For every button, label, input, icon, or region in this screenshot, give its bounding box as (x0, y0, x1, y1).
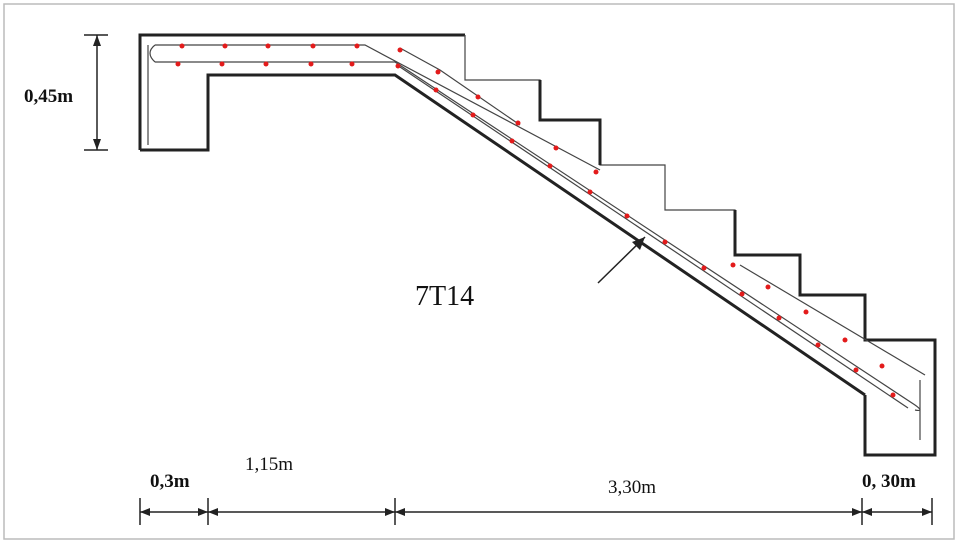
span-dimensions (139, 498, 933, 525)
concrete-outline (138, 33, 937, 457)
rebar-label: 7T14 (415, 281, 474, 312)
rebar (147, 44, 926, 440)
height-label: 0,45m (24, 86, 73, 107)
dim-landing-label: 1,15m (245, 454, 293, 475)
rebar-dots (175, 43, 896, 398)
rebar-callout (597, 236, 646, 284)
dim-right-label: 0, 30m (862, 471, 916, 492)
height-dimension (84, 34, 108, 151)
frame (3, 3, 955, 540)
dim-flight-label: 3,30m (608, 477, 656, 498)
dim-left-label: 0,3m (150, 471, 190, 492)
